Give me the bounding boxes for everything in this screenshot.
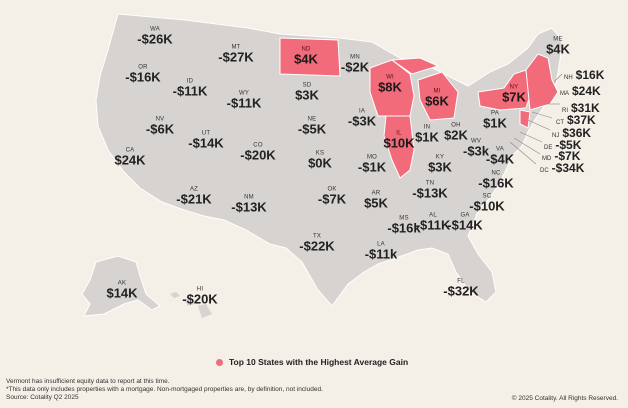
state-label-wi: WI $8K [378, 74, 402, 95]
state-shape-mi [417, 71, 459, 121]
state-label-nh: NH $16K [564, 68, 605, 82]
state-label-la: LA -$11k [364, 241, 398, 262]
state-label-az: AZ -$21K [176, 186, 212, 207]
legend-label: Top 10 States with the Highest Average G… [229, 357, 409, 367]
state-label-ma: MA $24K [560, 84, 601, 98]
copyright-text: © 2025 Cotality. All Rights Reserved. [511, 395, 618, 402]
state-shape-nj [519, 109, 531, 129]
state-label-ga: GA -$14K [447, 212, 483, 233]
state-shape-mi-upper [390, 57, 440, 75]
state-label-mo: MO -$1K [357, 154, 387, 175]
state-label-ia: IA -$3K [347, 108, 377, 129]
state-label-ut: UT -$14K [188, 130, 224, 151]
state-label-tx: TX -$22K [299, 233, 335, 254]
state-label-nv: NV -$6K [145, 116, 175, 137]
state-label-ct: CT $37K [556, 113, 596, 127]
state-label-ca: CA $24K [114, 147, 146, 168]
state-label-nc: NC -$16K [478, 170, 514, 191]
state-label-id: ID -$11K [172, 78, 208, 99]
state-label-in: IN $1K [415, 124, 439, 145]
state-shape-new-england [525, 53, 559, 111]
state-label-wa: WA -$26K [137, 26, 173, 47]
state-label-dc: DC -$34K [540, 161, 585, 175]
leader-lines [509, 73, 563, 165]
state-shape-nd [279, 37, 341, 77]
state-label-sd: SD $3K [295, 82, 319, 103]
state-label-ne: NE -$5K [297, 116, 327, 137]
state-label-oh: OH $2K [444, 122, 468, 143]
state-label-ar: AR $5K [364, 190, 388, 211]
state-label-al: AL -$11K [415, 212, 451, 233]
map-legend: Top 10 States with the Highest Average G… [216, 357, 408, 367]
hawaii-shape [184, 298, 194, 306]
state-label-nm: NM -$13K [231, 194, 267, 215]
footnotes: Vermont has insufficient equity data to … [6, 378, 323, 402]
state-label-co: CO -$20K [240, 142, 276, 163]
hawaii-shape [198, 304, 212, 318]
legend-swatch [216, 358, 223, 366]
state-label-md: MD -$7K [542, 149, 581, 163]
alaska-shape [81, 255, 161, 317]
hawaii-shape [170, 292, 180, 298]
state-label-de: DE -$5K [544, 138, 582, 152]
state-label-tn: TN -$13K [412, 180, 448, 201]
footnote-mortgage: *This data only includes properties with… [6, 386, 323, 394]
state-label-nj: NJ $36K [552, 126, 592, 140]
state-label-va: VA -$4K [485, 146, 515, 167]
state-label-wy: WY -$11K [226, 90, 262, 111]
state-label-ok: OK -$7K [317, 186, 347, 207]
state-shape-il [383, 115, 415, 179]
state-label-sc: SC -$10K [469, 193, 505, 214]
state-label-ms: MS -$16k [387, 215, 421, 236]
state-label-or: OR -$16K [125, 64, 161, 85]
state-label-ky: KY $3K [428, 154, 452, 175]
state-label-nd: ND $4K [294, 46, 318, 67]
footnote-source: Source: Cotality Q2 2025 [6, 394, 79, 402]
footnote-vermont: Vermont has insufficient equity data to … [6, 378, 170, 385]
state-label-pa: PA $1K [483, 110, 507, 131]
state-label-ri: RI $31K [562, 101, 600, 115]
state-label-ak: AK $14K [106, 280, 138, 301]
state-label-fl: FL -$32K [443, 278, 479, 299]
state-label-mi: MI $6K [425, 88, 449, 109]
state-label-me: ME $4K [546, 36, 570, 57]
state-label-hi: HI -$20K [182, 286, 218, 307]
state-label-mt: MT -$27K [218, 44, 254, 65]
state-label-ks: KS $0K [308, 150, 332, 171]
state-label-il: IL $10K [383, 130, 415, 151]
state-label-mn: MN -$2K [340, 54, 370, 75]
state-label-ny: NY $7K [502, 84, 526, 105]
state-label-wv: WV -$3k [462, 138, 490, 159]
